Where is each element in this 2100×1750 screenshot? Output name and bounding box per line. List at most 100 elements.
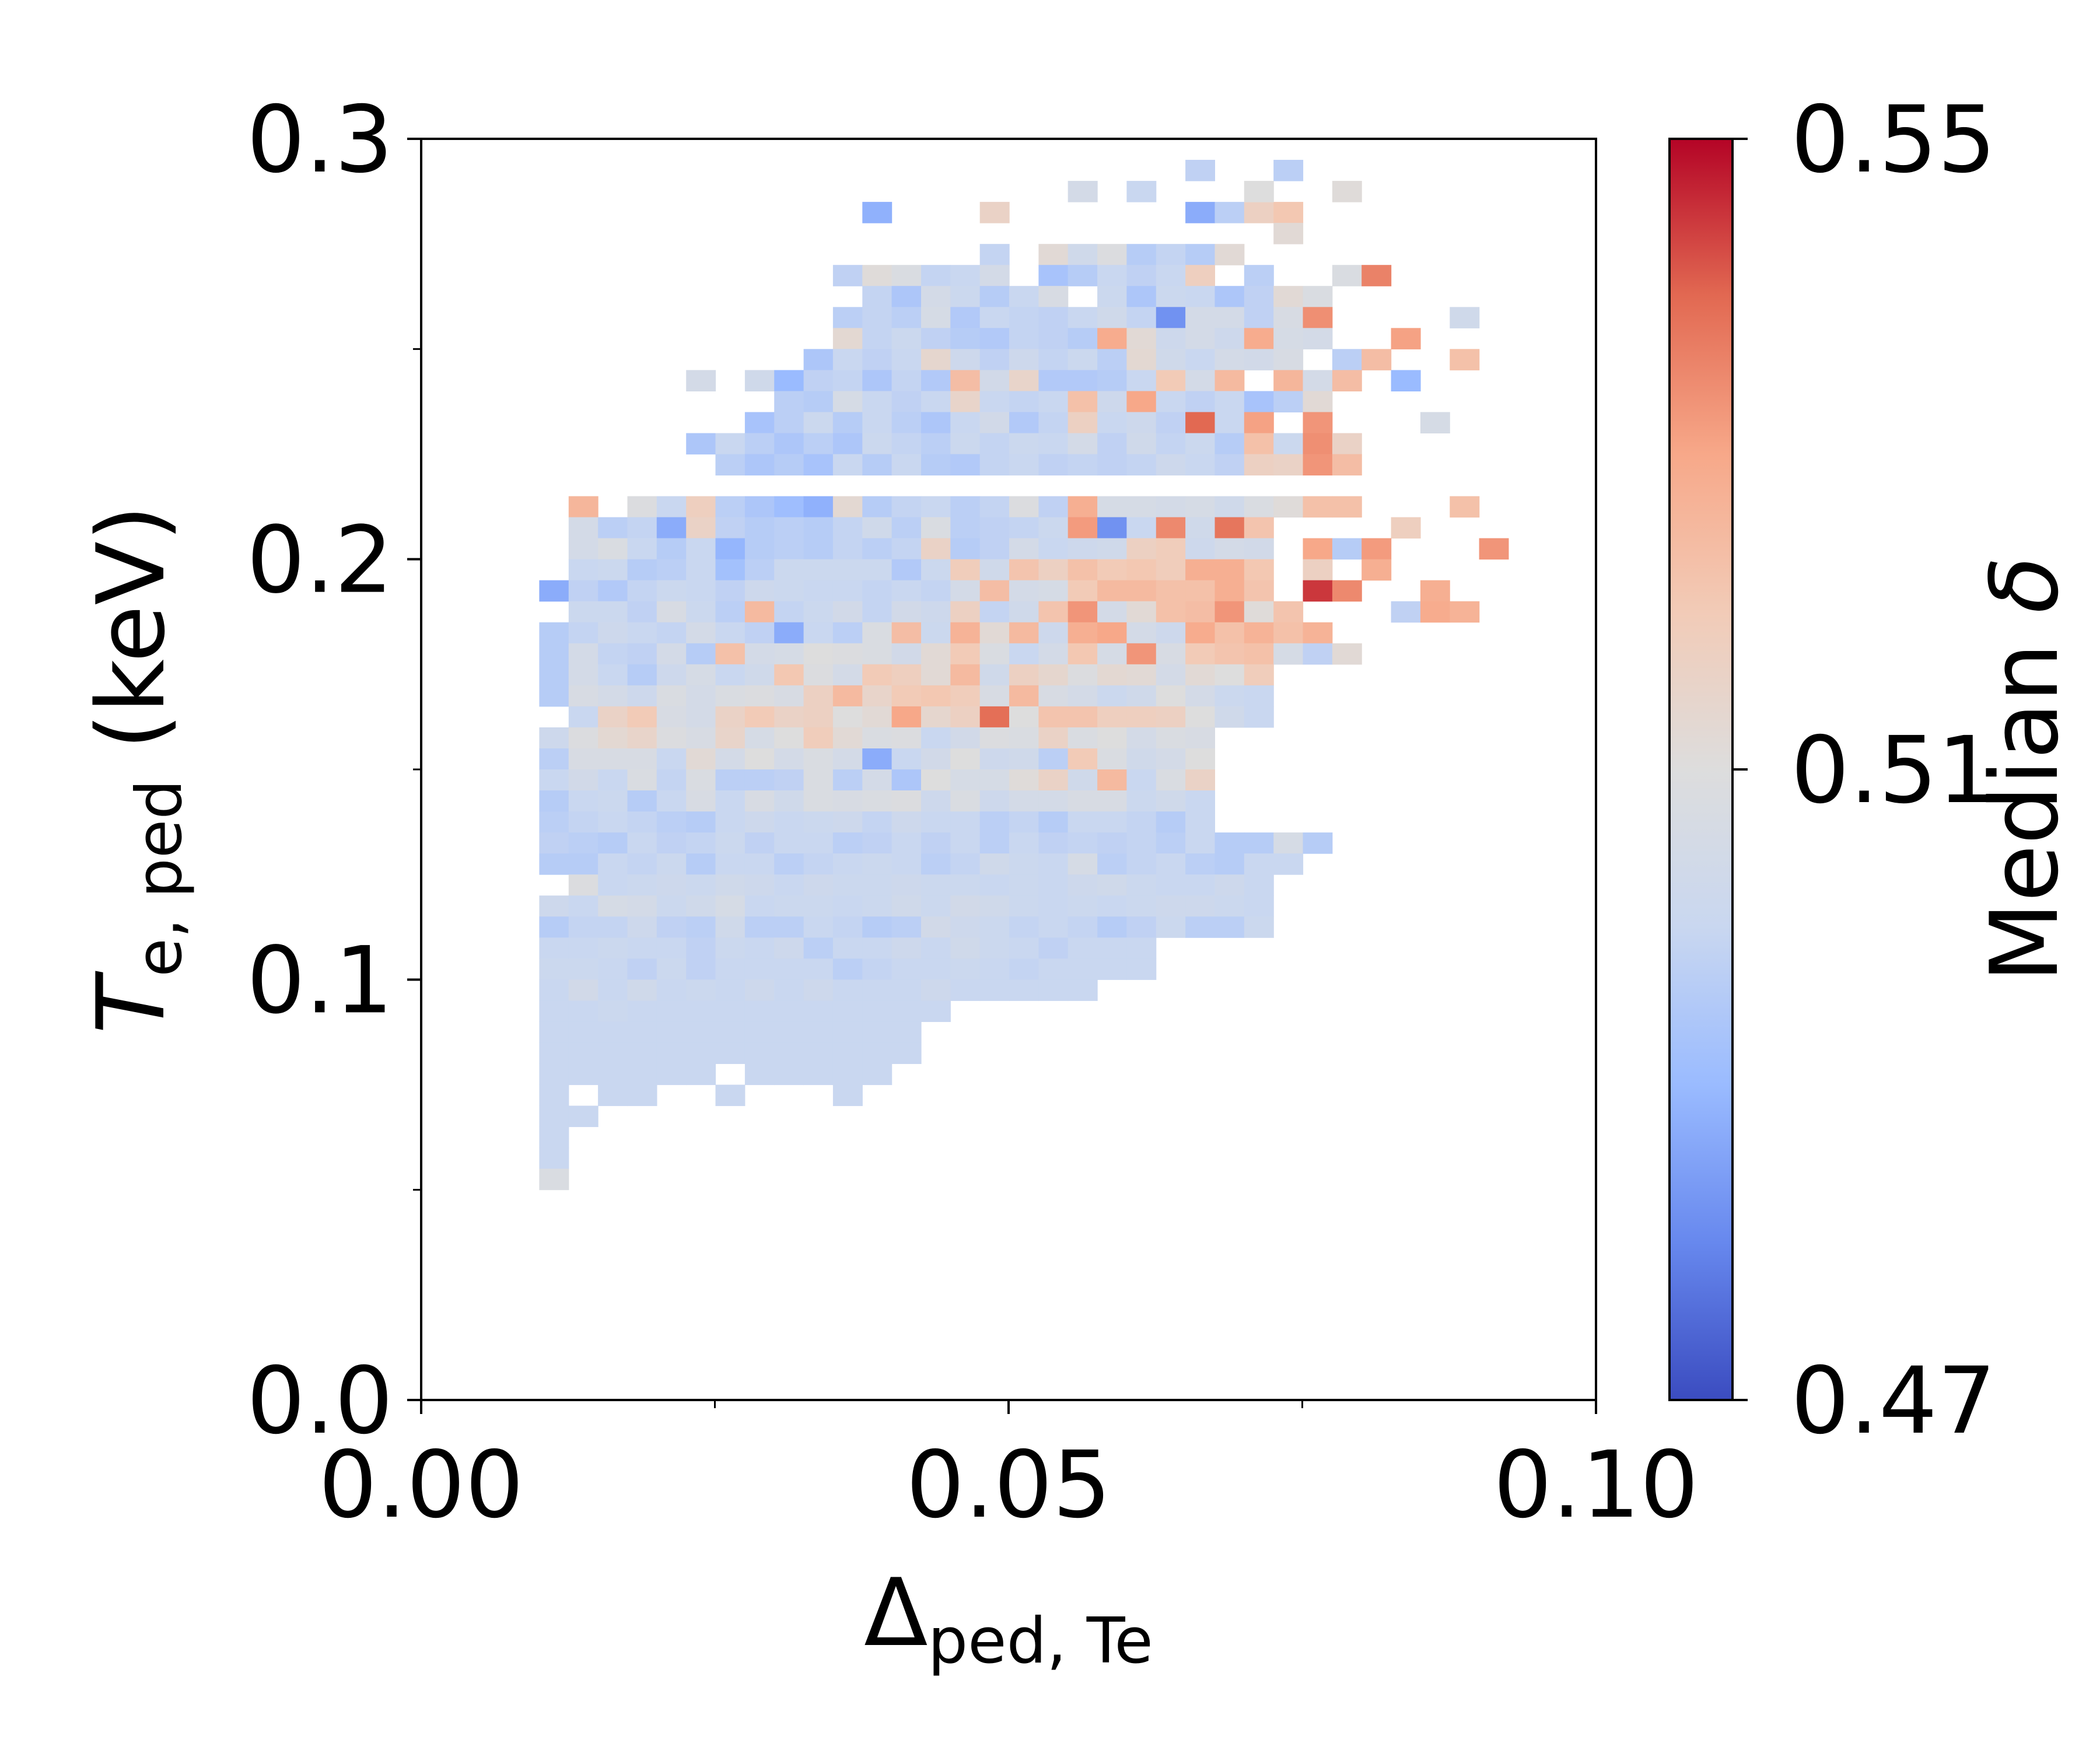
- heatmap-cell: [774, 706, 804, 728]
- heatmap-cell: [1126, 937, 1157, 959]
- heatmap-cell: [979, 202, 1010, 223]
- heatmap-cell: [715, 643, 746, 665]
- heatmap-cell: [1185, 832, 1215, 854]
- heatmap-cell: [656, 559, 687, 581]
- heatmap-cell: [1068, 874, 1098, 896]
- heatmap-cell: [1097, 643, 1128, 665]
- heatmap-cell: [803, 832, 834, 854]
- heatmap-cell: [774, 958, 804, 980]
- heatmap-cell: [1156, 580, 1186, 602]
- heatmap-cell: [715, 1000, 746, 1022]
- heatmap-cell: [568, 559, 598, 581]
- heatmap-cell: [1185, 412, 1215, 433]
- heatmap-cell: [627, 895, 657, 917]
- heatmap-cell: [1214, 286, 1245, 307]
- heatmap-cell: [1097, 538, 1128, 560]
- heatmap-cell: [891, 790, 922, 812]
- heatmap-cell: [803, 853, 834, 875]
- heatmap-cell: [1156, 433, 1186, 455]
- heatmap-cell: [803, 517, 834, 539]
- heatmap-cell: [1214, 307, 1245, 328]
- heatmap-cell: [774, 874, 804, 896]
- heatmap-cell: [686, 811, 716, 833]
- heatmap-cell: [979, 937, 1010, 959]
- heatmap-cell: [1156, 265, 1186, 286]
- heatmap-cell: [921, 370, 951, 391]
- heatmap-cell: [979, 979, 1010, 1001]
- heatmap-cell: [568, 790, 598, 812]
- heatmap-cell: [686, 685, 716, 707]
- heatmap-cell: [921, 286, 951, 307]
- heatmap-cell: [803, 874, 834, 896]
- heatmap-cell: [1097, 307, 1128, 328]
- heatmap-cell: [862, 580, 892, 602]
- heatmap-cell: [862, 1042, 892, 1064]
- heatmap-cell: [1185, 265, 1215, 286]
- heatmap-cell: [832, 1063, 863, 1086]
- heatmap-cell: [539, 1063, 569, 1086]
- heatmap-cell: [715, 433, 746, 455]
- heatmap-cell: [862, 643, 892, 665]
- heatmap-cell: [1332, 643, 1362, 665]
- heatmap-cell: [1244, 538, 1274, 560]
- heatmap-cell: [979, 433, 1010, 455]
- heatmap-cell: [1244, 202, 1274, 223]
- heatmap-cell: [1273, 286, 1304, 307]
- heatmap-cell: [1038, 664, 1069, 686]
- heatmap-cell: [803, 895, 834, 917]
- heatmap-cell: [1126, 895, 1157, 917]
- heatmap-cell: [1185, 916, 1215, 938]
- heatmap-cell: [891, 664, 922, 686]
- heatmap-cell: [686, 1021, 716, 1043]
- heatmap-cell: [744, 664, 775, 686]
- heatmap-cell: [1097, 496, 1128, 518]
- heatmap-cell: [744, 790, 775, 812]
- heatmap-cell: [627, 559, 657, 581]
- heatmap-cell: [921, 538, 951, 560]
- heatmap-cell: [744, 559, 775, 581]
- heatmap-cell: [744, 454, 775, 476]
- heatmap-cell: [1185, 433, 1215, 455]
- heatmap-cell: [627, 1042, 657, 1064]
- heatmap-cell: [1303, 580, 1333, 602]
- heatmap-cell: [1009, 916, 1039, 938]
- heatmap-cell: [950, 958, 981, 980]
- heatmap-cell: [686, 916, 716, 938]
- heatmap-cell: [891, 580, 922, 602]
- heatmap-cell: [686, 601, 716, 623]
- heatmap-cell: [832, 685, 863, 707]
- heatmap-cell: [921, 895, 951, 917]
- heatmap-cell: [568, 538, 598, 560]
- heatmap-cell: [921, 769, 951, 791]
- heatmap-cell: [1126, 769, 1157, 791]
- heatmap-cell: [539, 1147, 569, 1170]
- heatmap-cell: [1450, 307, 1480, 328]
- heatmap-cell: [862, 559, 892, 581]
- heatmap-cell: [1038, 958, 1069, 980]
- heatmap-cell: [891, 349, 922, 370]
- heatmap-cell: [1038, 685, 1069, 707]
- heatmap-cell: [568, 1042, 598, 1064]
- heatmap-cell: [979, 916, 1010, 938]
- heatmap-cell: [921, 559, 951, 581]
- heatmap-cell: [979, 832, 1010, 854]
- heatmap-cell: [1068, 895, 1098, 917]
- heatmap-cell: [1068, 958, 1098, 980]
- heatmap-cell: [627, 916, 657, 938]
- x-axis-label-subscript: ped, Te: [928, 1605, 1153, 1678]
- heatmap-cell: [1038, 874, 1069, 896]
- heatmap-cell: [1009, 391, 1039, 412]
- heatmap-cell: [832, 979, 863, 1001]
- y-axis-label-unit: (keV): [76, 505, 186, 780]
- heatmap-cell: [1097, 832, 1128, 854]
- heatmap-cell: [1391, 370, 1421, 391]
- heatmap-cell: [774, 1042, 804, 1064]
- heatmap-cell: [950, 580, 981, 602]
- heatmap-cell: [832, 265, 863, 286]
- heatmap-cell: [598, 1042, 628, 1064]
- heatmap-cell: [1097, 937, 1128, 959]
- heatmap-cell: [891, 328, 922, 349]
- heatmap-cell: [803, 664, 834, 686]
- heatmap-cell: [832, 454, 863, 476]
- x-tick-label: 0.00: [318, 1432, 524, 1539]
